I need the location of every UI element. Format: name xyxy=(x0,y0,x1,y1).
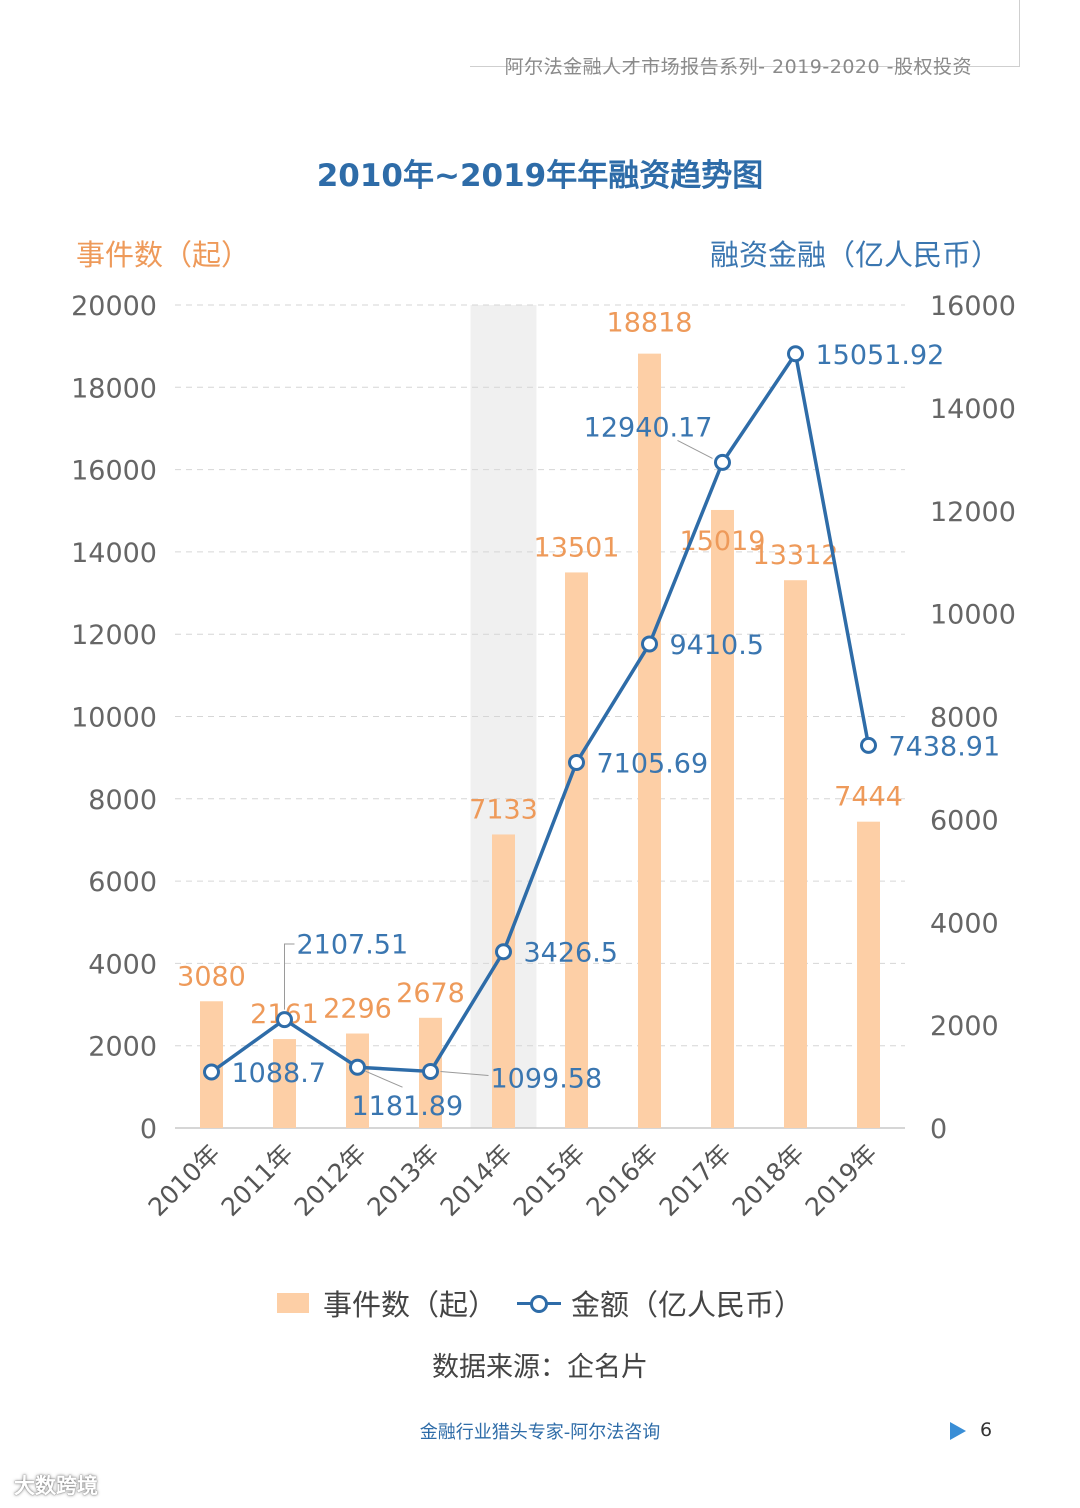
line-value-label: 3426.5 xyxy=(524,938,618,969)
legend-line-swatch xyxy=(517,1293,561,1313)
bar xyxy=(346,1033,369,1128)
header-divider xyxy=(470,66,1020,67)
left-tick-label: 14000 xyxy=(71,538,157,569)
right-tick-label: 8000 xyxy=(930,703,999,734)
line-value-label: 12940.17 xyxy=(584,412,713,443)
left-tick-label: 10000 xyxy=(71,703,157,734)
chart-legend: 事件数（起） 金额（亿人民币） xyxy=(0,1282,1080,1324)
right-tick-label: 0 xyxy=(930,1114,947,1145)
left-axis-title: 事件数（起） xyxy=(76,238,251,272)
right-tick-label: 14000 xyxy=(930,394,1016,425)
category-label: 2010年 xyxy=(143,1139,226,1222)
bar-value-label: 3080 xyxy=(177,961,246,992)
bar xyxy=(492,834,515,1128)
category-label: 2015年 xyxy=(508,1139,591,1222)
bar-value-label: 2678 xyxy=(396,978,465,1009)
right-tick-label: 4000 xyxy=(930,908,999,939)
left-tick-label: 2000 xyxy=(88,1032,157,1063)
line-value-label: 1088.7 xyxy=(232,1058,326,1089)
right-tick-label: 12000 xyxy=(930,497,1016,528)
report-header: 阿尔法金融人才市场报告系列- 2019-2020 -股权投资 xyxy=(504,56,972,78)
amount-point xyxy=(641,635,658,653)
line-value-label: 1099.58 xyxy=(491,1063,603,1094)
bar xyxy=(711,509,734,1128)
bar-value-label: 13501 xyxy=(534,532,620,563)
category-label: 2011年 xyxy=(216,1139,299,1222)
page-number: 6 xyxy=(980,1419,993,1441)
amount-point xyxy=(860,736,877,754)
bar-value-label: 2296 xyxy=(323,994,392,1025)
left-tick-label: 6000 xyxy=(88,867,157,898)
right-tick-label: 2000 xyxy=(930,1011,999,1042)
bar xyxy=(638,353,661,1129)
left-tick-label: 16000 xyxy=(71,456,157,487)
category-label: 2016年 xyxy=(581,1139,664,1222)
line-value-label: 7438.91 xyxy=(889,731,1001,762)
right-tick-label: 6000 xyxy=(930,805,999,836)
bar-value-label: 7133 xyxy=(469,794,538,825)
category-label: 2017年 xyxy=(654,1139,737,1222)
label-leader-line xyxy=(284,943,295,1010)
amount-point xyxy=(568,754,585,772)
amount-point xyxy=(787,345,804,363)
category-label: 2018年 xyxy=(727,1139,810,1222)
bar-value-label: 18818 xyxy=(607,308,693,339)
page-arrow-icon xyxy=(950,1422,966,1440)
left-tick-label: 18000 xyxy=(71,373,157,404)
amount-point xyxy=(276,1011,293,1029)
amount-point xyxy=(495,943,512,961)
left-tick-label: 12000 xyxy=(71,620,157,651)
label-leader-line xyxy=(677,439,713,459)
legend-bar-label: 事件数（起） xyxy=(322,1288,497,1322)
bar xyxy=(273,1039,296,1128)
legend-line-label: 金额（亿人民币） xyxy=(571,1288,804,1322)
financing-trend-chart: 0 2000 4000 6000 8000 10000 12000 14000 16000 180… xyxy=(71,291,1016,1222)
right-tick-label: 16000 xyxy=(930,291,1016,322)
left-tick-label: 8000 xyxy=(88,785,157,816)
header-corner-line xyxy=(1019,0,1020,66)
amount-point xyxy=(714,453,731,471)
legend-bar-swatch xyxy=(276,1293,309,1313)
line-value-label: 1181.89 xyxy=(352,1091,464,1122)
label-leader-line xyxy=(440,1070,489,1076)
label-leader-line xyxy=(365,1070,403,1088)
amount-point xyxy=(349,1058,366,1076)
data-source: 数据来源：企名片 xyxy=(432,1352,648,1383)
brand-watermark: 大数跨境 xyxy=(14,1474,98,1498)
line-value-label: 2107.51 xyxy=(297,930,409,961)
right-tick-label: 10000 xyxy=(930,600,1016,631)
left-tick-label: 0 xyxy=(140,1114,157,1145)
line-value-label: 7105.69 xyxy=(597,749,709,780)
category-label: 2012年 xyxy=(289,1139,372,1222)
bar xyxy=(857,821,880,1128)
left-tick-label: 4000 xyxy=(88,949,157,980)
line-value-label: 15051.92 xyxy=(816,340,945,371)
category-label: 2013年 xyxy=(362,1139,445,1222)
category-label: 2014年 xyxy=(435,1139,518,1222)
bar-value-label: 7444 xyxy=(834,782,903,813)
right-axis-title: 融资金融（亿人民币） xyxy=(709,238,1000,272)
category-label: 2019年 xyxy=(800,1139,883,1222)
left-tick-label: 20000 xyxy=(71,291,157,322)
amount-point xyxy=(422,1062,439,1080)
bar xyxy=(565,572,588,1128)
chart-title: 2010年~2019年年融资趋势图 xyxy=(316,158,764,194)
bar-value-label: 13312 xyxy=(753,540,839,571)
amount-line xyxy=(210,352,871,1074)
amount-point xyxy=(203,1063,220,1081)
bar xyxy=(784,580,807,1128)
line-value-label: 9410.5 xyxy=(670,630,764,661)
footer-text: 金融行业猎头专家-阿尔法咨询 xyxy=(419,1422,661,1443)
